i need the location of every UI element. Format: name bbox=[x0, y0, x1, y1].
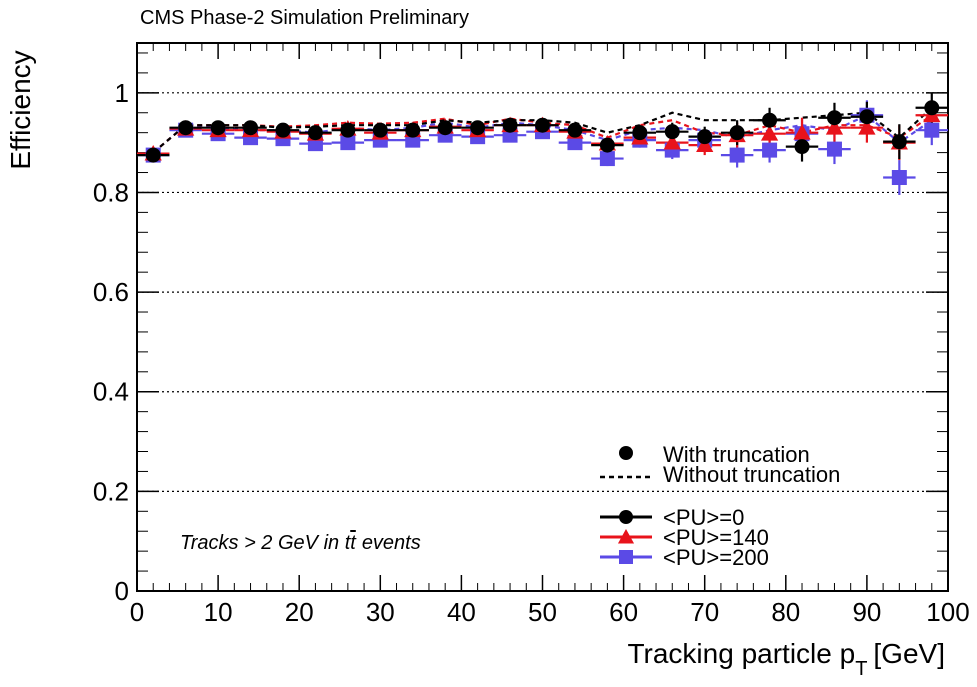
legend-label-pu200: <PU>=200 bbox=[663, 545, 769, 570]
data-point-pu0 bbox=[762, 112, 778, 128]
x-tick-label: 90 bbox=[852, 597, 881, 627]
data-point-pu0 bbox=[794, 139, 810, 155]
data-point-pu200 bbox=[599, 151, 615, 167]
data-point-pu140 bbox=[760, 125, 779, 141]
chart-title: CMS Phase-2 Simulation Preliminary bbox=[140, 7, 469, 29]
y-tick-label: 0 bbox=[115, 576, 129, 606]
annotation-main: Tracks > 2 GeV in t bbox=[180, 532, 352, 554]
x-tick-label: 30 bbox=[366, 597, 395, 627]
data-point-pu200 bbox=[729, 147, 745, 163]
data-point-pu200 bbox=[567, 135, 583, 151]
data-point-pu0 bbox=[891, 134, 907, 150]
data-point-pu0 bbox=[502, 117, 518, 133]
x-tick-label: 80 bbox=[771, 597, 800, 627]
x-axis-label-main: Tracking particle p bbox=[627, 638, 855, 669]
legend-label-pu140: <PU>=140 bbox=[663, 525, 769, 550]
selection-annotation: Tracks > 2 GeV in tt events bbox=[180, 532, 421, 554]
data-point-pu0 bbox=[405, 122, 421, 138]
data-point-pu200 bbox=[762, 142, 778, 158]
y-axis-label: Efficiency bbox=[5, 50, 36, 169]
x-axis-label-sub: T bbox=[855, 658, 867, 680]
data-point-pu140 bbox=[793, 124, 811, 140]
x-axis-label: Tracking particle pT [GeV] bbox=[627, 638, 945, 680]
x-tick-label: 70 bbox=[690, 597, 719, 627]
y-tick-label: 0.2 bbox=[93, 476, 129, 506]
legend-marker-pu200 bbox=[619, 550, 633, 564]
annotation-tbar: t bbox=[350, 532, 357, 554]
data-point-pu0 bbox=[243, 120, 259, 136]
legend-label-pu0: <PU>=0 bbox=[663, 505, 744, 530]
grid-layer bbox=[137, 92, 948, 492]
data-point-pu0 bbox=[826, 110, 842, 126]
legend-marker-pu0 bbox=[619, 510, 633, 524]
x-axis-label-unit: [GeV] bbox=[873, 638, 945, 669]
legend-series: <PU>=0<PU>=140<PU>=200 bbox=[600, 505, 769, 570]
y-tick-label: 0.4 bbox=[93, 377, 129, 407]
annotation-tail: events bbox=[362, 532, 421, 554]
data-point-pu0 bbox=[859, 109, 875, 125]
data-point-pu140 bbox=[696, 136, 714, 153]
y-tick-label: 0.8 bbox=[93, 177, 129, 207]
data-point-pu0 bbox=[275, 122, 291, 138]
x-tick-label: 0 bbox=[130, 597, 144, 627]
y-tick-label: 1 bbox=[115, 78, 129, 108]
legend-without-truncation-label: Without truncation bbox=[663, 462, 840, 487]
error-bar-layer bbox=[137, 92, 948, 195]
y-tick-label: 0.6 bbox=[93, 277, 129, 307]
data-point-pu0 bbox=[470, 120, 486, 136]
x-tick-label: 20 bbox=[285, 597, 314, 627]
data-point-pu200 bbox=[924, 122, 940, 138]
data-point-pu0 bbox=[632, 125, 648, 141]
data-point-pu140 bbox=[825, 119, 844, 135]
legend: With truncation Without truncation <PU>=… bbox=[600, 442, 840, 570]
data-point-pu0 bbox=[924, 100, 940, 116]
x-tick-label: 10 bbox=[204, 597, 233, 627]
legend-marker-pu140 bbox=[617, 528, 635, 544]
data-point-pu0 bbox=[178, 120, 194, 136]
data-point-pu200 bbox=[826, 141, 842, 157]
data-point-pu0 bbox=[567, 122, 583, 138]
data-point-pu0 bbox=[729, 125, 745, 141]
x-tick-label: 50 bbox=[528, 597, 557, 627]
data-point-pu0 bbox=[535, 117, 550, 133]
data-point-pu200 bbox=[340, 135, 356, 151]
marker-layer bbox=[144, 100, 941, 186]
x-tick-label: 40 bbox=[447, 597, 476, 627]
data-point-pu0 bbox=[697, 129, 713, 145]
data-point-pu0 bbox=[340, 122, 356, 138]
data-point-pu140 bbox=[663, 134, 681, 150]
data-point-pu0 bbox=[307, 125, 323, 141]
x-tick-label: 100 bbox=[926, 597, 969, 627]
tick-layer: 00.20.40.60.810 10 20 30 40 50 60 70 80 90 100 bbox=[93, 43, 970, 627]
data-point-pu0 bbox=[210, 120, 226, 136]
legend-with-truncation-marker bbox=[619, 446, 633, 460]
data-point-pu0 bbox=[599, 137, 615, 153]
data-point-pu140 bbox=[858, 119, 876, 135]
data-point-pu0 bbox=[145, 147, 161, 163]
data-point-pu0 bbox=[372, 122, 388, 138]
legend-with-truncation-label: With truncation bbox=[663, 442, 810, 467]
data-point-pu0 bbox=[437, 120, 453, 136]
data-point-pu200 bbox=[891, 170, 907, 186]
data-point-pu0 bbox=[664, 124, 680, 140]
x-tick-label: 60 bbox=[609, 597, 638, 627]
